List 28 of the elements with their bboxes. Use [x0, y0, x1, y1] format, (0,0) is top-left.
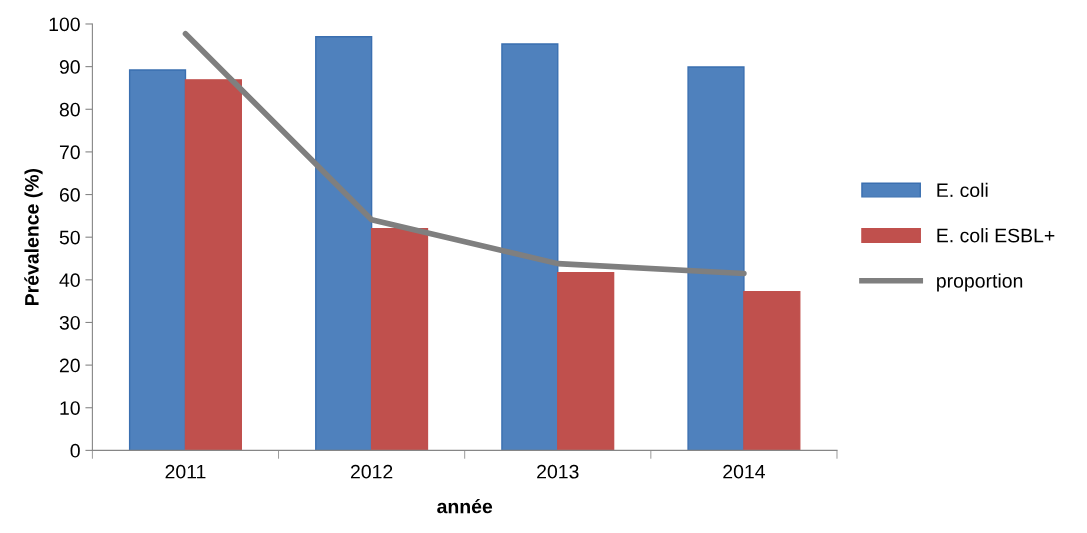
legend-label: E. coli ESBL+	[937, 228, 1055, 243]
bar	[315, 36, 373, 451]
bar	[370, 227, 429, 451]
y-tick-label: 0	[70, 443, 80, 458]
y-tick-label: 90	[59, 60, 80, 74]
bar	[501, 43, 559, 451]
y-tick-label: 30	[59, 315, 80, 330]
x-tick-label: 2012	[350, 464, 393, 479]
y-tick-label: 20	[59, 358, 80, 373]
bar	[743, 291, 801, 451]
bar	[557, 271, 615, 451]
y-axis-title: Prévalence (%)	[24, 168, 43, 306]
bar	[184, 79, 243, 451]
bar	[128, 69, 187, 451]
y-tick-label: 80	[59, 102, 80, 117]
x-tick-label: 2011	[165, 464, 206, 479]
y-tick-label: 60	[59, 188, 80, 202]
bar	[687, 66, 745, 451]
y-tick-label: 100	[49, 17, 80, 32]
x-axis-title: année	[437, 498, 493, 514]
y-tick-label: 50	[59, 230, 80, 245]
y-tick-label: 70	[59, 145, 80, 160]
y-tick-label: 10	[60, 401, 80, 415]
x-tick-label: 2014	[723, 464, 765, 479]
legend-label: proportion	[937, 273, 1023, 292]
legend-label: E. coli	[937, 182, 988, 198]
x-tick-label: 2013	[537, 464, 579, 479]
y-tick-label: 40	[59, 273, 80, 288]
